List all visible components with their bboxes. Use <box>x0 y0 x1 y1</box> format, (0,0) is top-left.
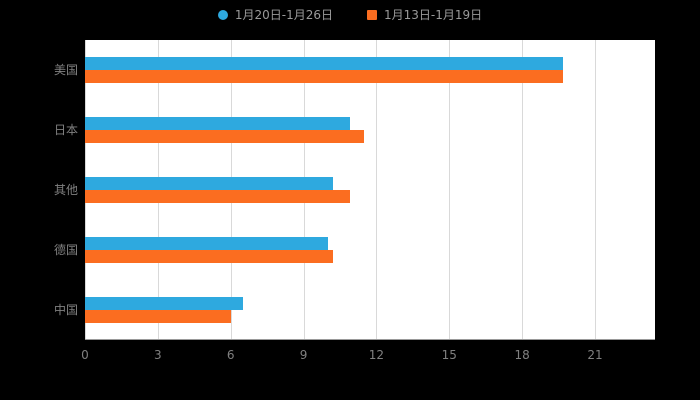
category-label: 德国 <box>53 243 78 257</box>
x-tick-label: 12 <box>368 348 385 362</box>
bar-1月20日-1月26日-中国 <box>85 297 243 310</box>
chart-legend: 1月20日-1月26日 1月13日-1月19日 <box>0 8 700 22</box>
legend-item-week1[interactable]: 1月13日-1月19日 <box>367 8 482 22</box>
bar-1月13日-1月19日-日本 <box>85 130 365 143</box>
category-label: 日本 <box>53 123 78 137</box>
x-tick-label: 3 <box>154 348 162 362</box>
legend-item-week2[interactable]: 1月20日-1月26日 <box>217 8 333 22</box>
bar-1月20日-1月26日-德国 <box>85 237 328 250</box>
bar-1月13日-1月19日-其他 <box>85 190 350 203</box>
gridline <box>376 40 378 340</box>
category-label: 中国 <box>53 303 78 317</box>
x-axis-line <box>85 339 655 340</box>
gridline <box>522 40 524 340</box>
x-tick-label: 9 <box>299 348 308 362</box>
bar-1月20日-1月26日-美国 <box>85 57 564 70</box>
x-tick-label: 15 <box>441 348 457 362</box>
gridline <box>449 40 451 340</box>
plot-area <box>85 40 655 340</box>
legend-circle-marker-icon <box>217 10 228 20</box>
x-tick-label: 21 <box>587 348 603 362</box>
bar-1月20日-1月26日-日本 <box>85 117 350 130</box>
x-tick-label: 6 <box>226 348 235 362</box>
bar-1月13日-1月19日-德国 <box>85 250 333 263</box>
x-tick-label: 0 <box>81 348 89 362</box>
legend-label-week2: 1月20日-1月26日 <box>234 8 333 22</box>
bar-1月20日-1月26日-其他 <box>85 177 333 190</box>
category-label: 其他 <box>53 183 78 197</box>
category-label: 美国 <box>53 63 78 77</box>
bar-1月13日-1月19日-美国 <box>85 70 564 83</box>
bar-1月13日-1月19日-中国 <box>85 310 231 323</box>
gridline <box>595 40 596 340</box>
legend-label-week1: 1月13日-1月19日 <box>384 8 483 22</box>
legend-square-marker-icon <box>367 10 377 20</box>
x-tick-label: 18 <box>514 348 530 362</box>
